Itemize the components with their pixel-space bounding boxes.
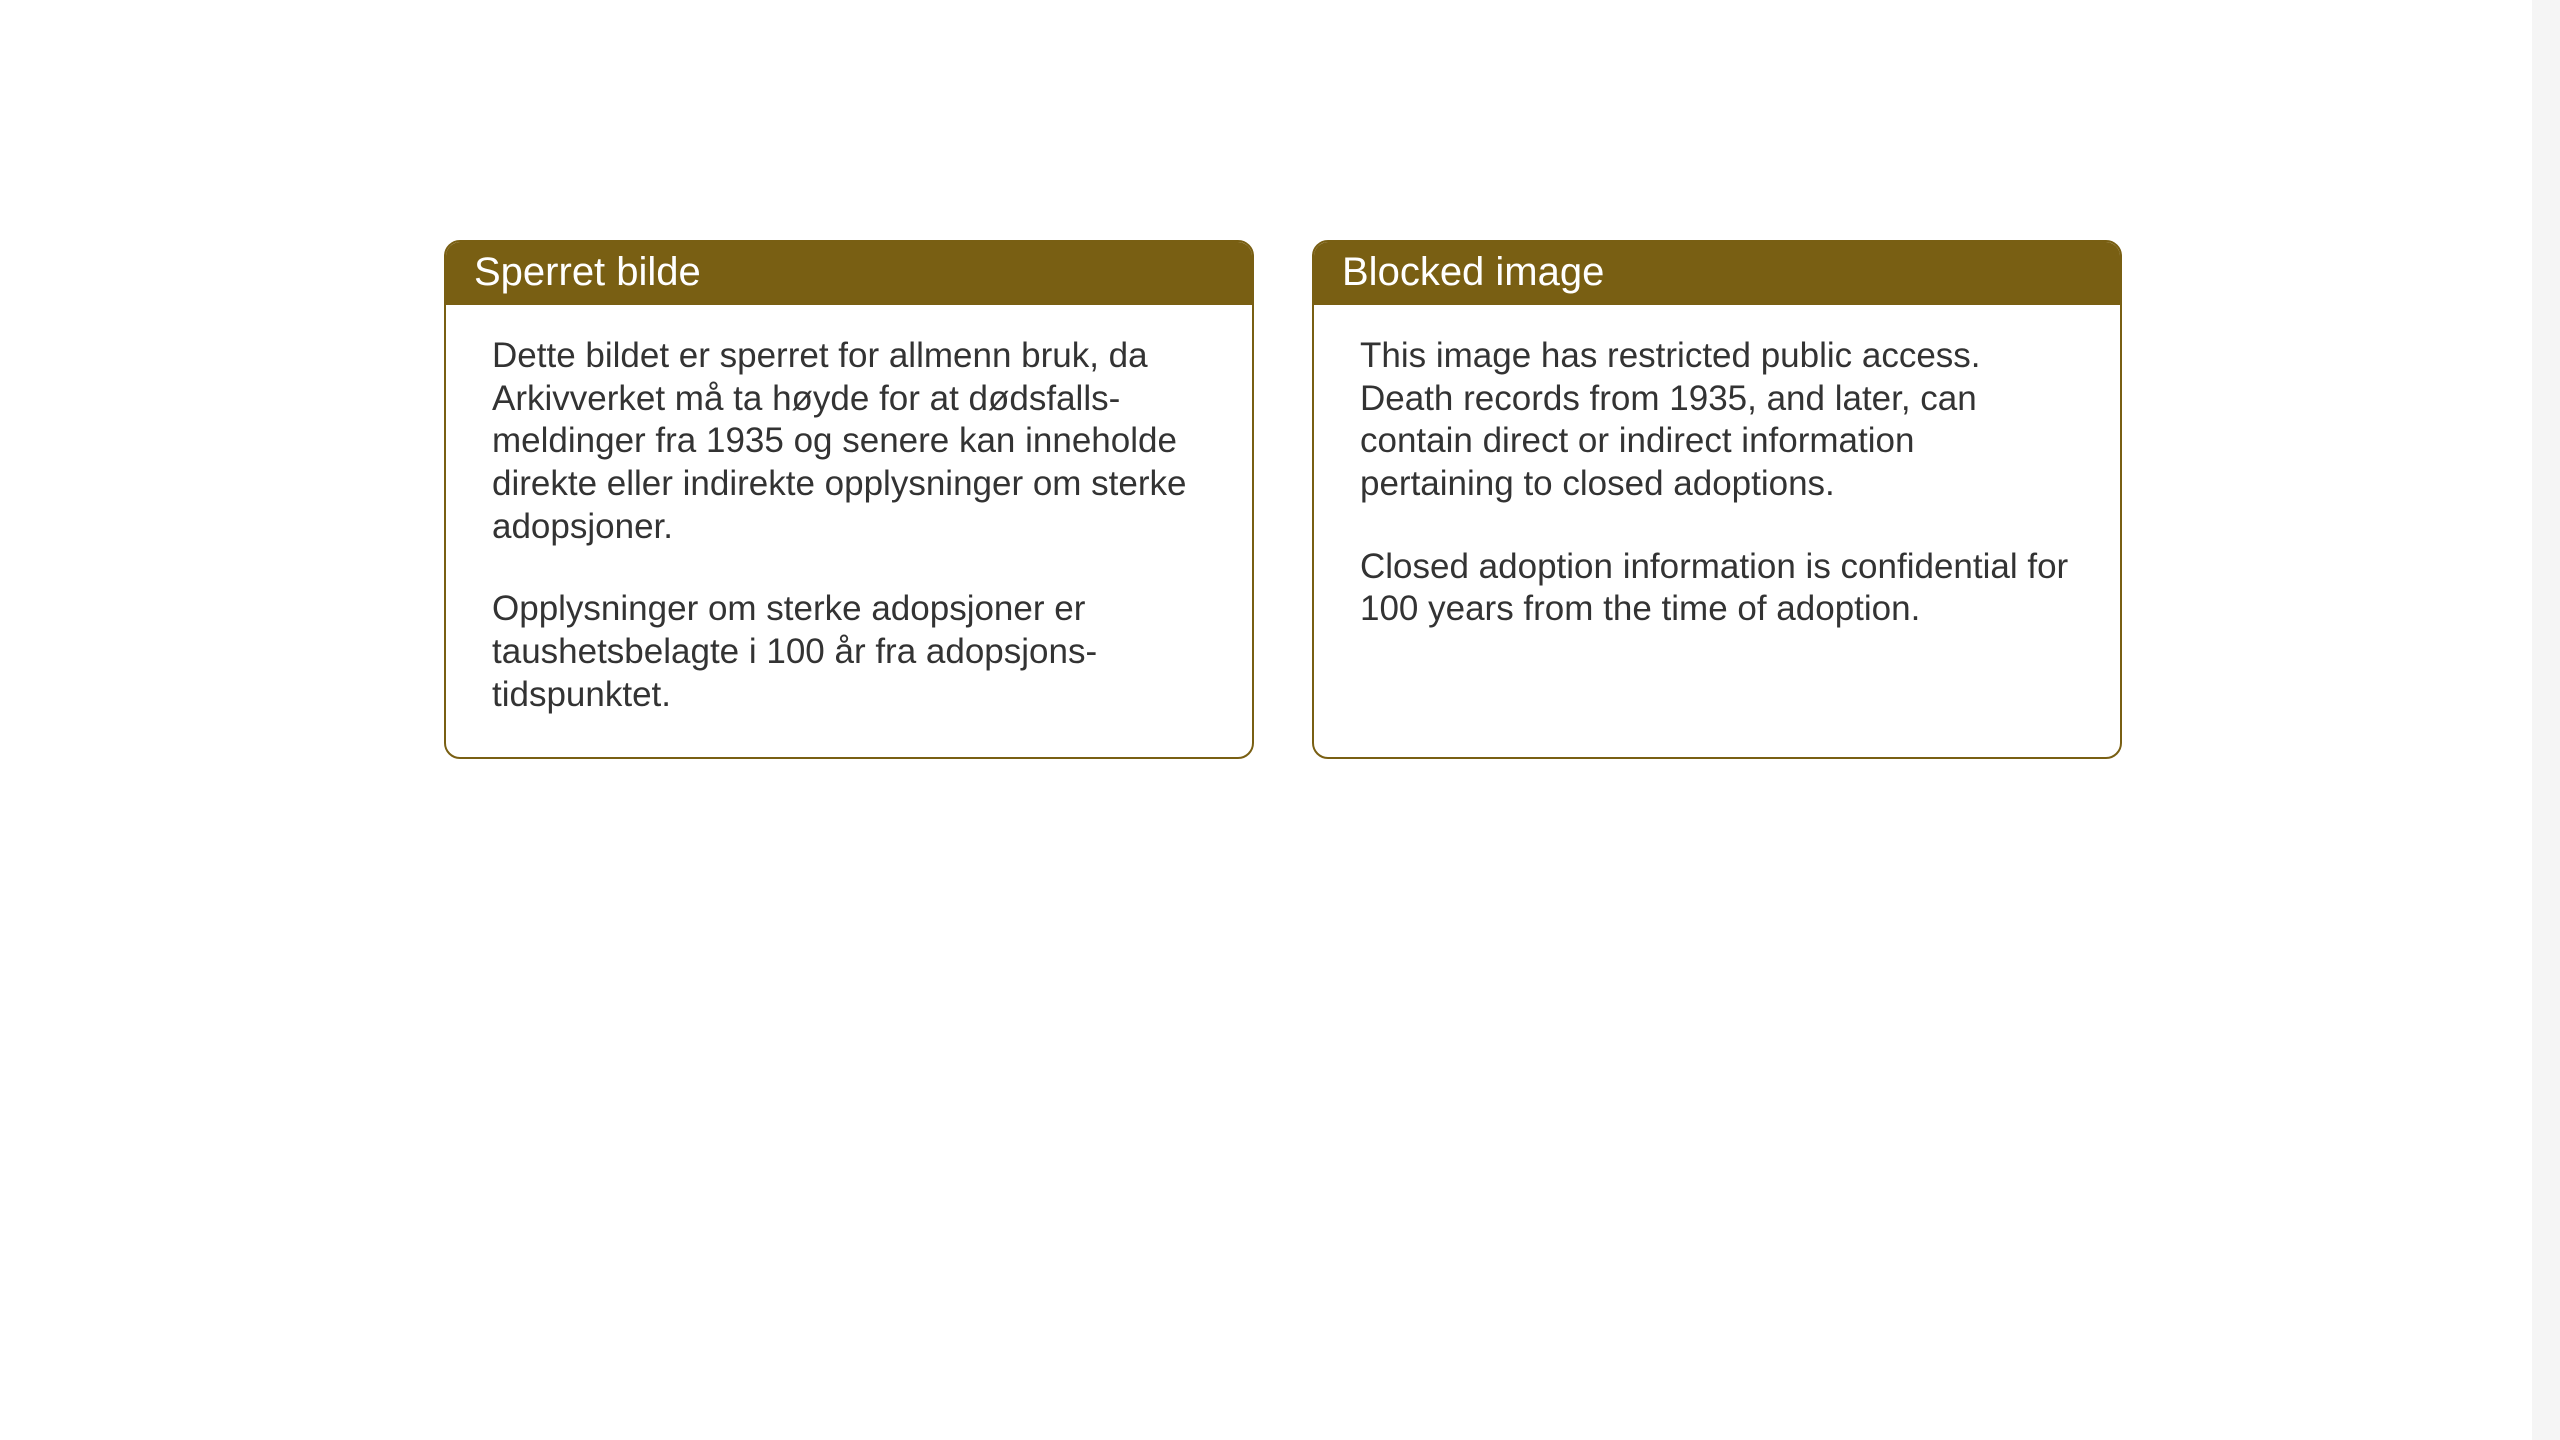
- english-notice-title: Blocked image: [1314, 242, 2120, 305]
- english-paragraph-2: Closed adoption information is confident…: [1360, 546, 2074, 631]
- scrollbar-track[interactable]: [2532, 0, 2560, 1440]
- english-notice-body: This image has restricted public access.…: [1314, 305, 2120, 671]
- norwegian-notice-title: Sperret bilde: [446, 242, 1252, 305]
- norwegian-paragraph-1: Dette bildet er sperret for allmenn bruk…: [492, 335, 1206, 548]
- english-paragraph-1: This image has restricted public access.…: [1360, 335, 2074, 506]
- norwegian-paragraph-2: Opplysninger om sterke adopsjoner er tau…: [492, 588, 1206, 716]
- norwegian-notice-body: Dette bildet er sperret for allmenn bruk…: [446, 305, 1252, 757]
- english-notice-card: Blocked image This image has restricted …: [1312, 240, 2122, 759]
- notice-container: Sperret bilde Dette bildet er sperret fo…: [444, 240, 2122, 759]
- norwegian-notice-card: Sperret bilde Dette bildet er sperret fo…: [444, 240, 1254, 759]
